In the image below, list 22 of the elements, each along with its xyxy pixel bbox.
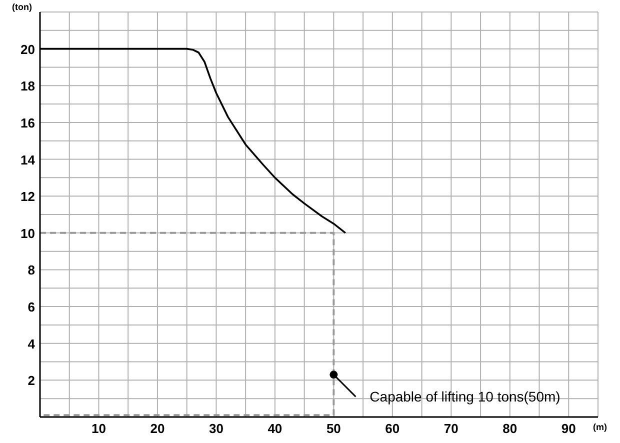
x-tick-label: 60 — [385, 421, 400, 436]
x-tick-label: 90 — [561, 421, 576, 436]
y-tick-label: 10 — [20, 226, 35, 241]
x-tick-label: 20 — [150, 421, 165, 436]
x-axis-title: (m) — [593, 422, 607, 432]
y-tick-label: 2 — [28, 373, 35, 388]
y-tick-label: 4 — [28, 336, 36, 352]
x-tick-label: 40 — [268, 421, 282, 436]
y-tick-label: 18 — [20, 78, 35, 94]
x-tick-label: 30 — [208, 421, 224, 436]
annotation: Capable of lifting 10 tons(50m) — [370, 388, 560, 405]
x-tick-label: 10 — [92, 421, 106, 436]
y-tick-label: 12 — [20, 189, 35, 204]
y-tick-label: 20 — [20, 42, 35, 57]
y-axis-title: (ton) — [12, 2, 32, 12]
y-tick-label: 14 — [20, 152, 36, 168]
x-tick-label: 50 — [326, 421, 341, 436]
x-tick-label: 80 — [502, 421, 518, 436]
y-tick-label: 16 — [20, 115, 35, 130]
y-tick-label: 8 — [28, 262, 35, 278]
x-tick-label: 70 — [444, 421, 458, 436]
y-tick-label: 6 — [28, 300, 35, 315]
